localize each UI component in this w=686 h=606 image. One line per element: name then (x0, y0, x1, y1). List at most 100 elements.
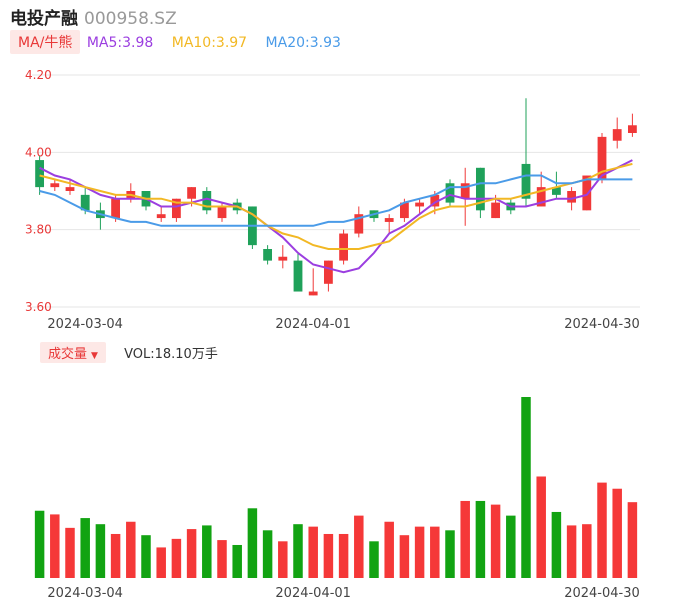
candle-body (308, 291, 318, 296)
volume-bar (293, 524, 303, 578)
candle-body (65, 187, 75, 191)
volume-bar (551, 511, 562, 578)
volume-bar (126, 521, 136, 578)
volume-bar (566, 525, 577, 578)
candle-body (399, 202, 409, 219)
ma5-line (39, 159, 633, 274)
volume-bar (110, 533, 121, 578)
candle-body (263, 249, 273, 261)
candle-body (156, 214, 166, 219)
y-tick-label: 4.00 (25, 145, 52, 159)
candle-body (278, 256, 288, 261)
candle-body (111, 198, 121, 219)
volume-bar (95, 524, 106, 578)
candle-body (323, 260, 333, 284)
volume-bar (171, 538, 182, 578)
candle-body (354, 214, 364, 234)
volume-bar (460, 500, 470, 578)
volume-bar (430, 526, 440, 578)
volume-bar (506, 515, 516, 578)
candle-body (445, 183, 455, 203)
ma-legend: MA/牛熊 MA5:3.98 MA10:3.97 MA20:3.93 (10, 30, 355, 54)
volume-bars (34, 397, 638, 578)
volume-bar (597, 482, 607, 578)
volume-bar (323, 533, 334, 578)
volume-bar (354, 515, 364, 578)
volume-bar (369, 541, 379, 578)
volume-bar (65, 527, 75, 578)
volume-legend: 成交量 ▼ VOL:18.10万手 (40, 342, 218, 363)
stock-code: 000958.SZ (84, 9, 177, 29)
ma20-label: MA20:3.93 (265, 35, 341, 51)
volume-bar (80, 518, 90, 578)
volume-bar (50, 514, 60, 578)
volume-bar (232, 544, 242, 578)
x-tick-label: 2024-04-01 (275, 317, 351, 332)
volume-date-axis: 2024-03-04 2024-04-01 2024-04-30 (47, 586, 639, 601)
volume-bar (475, 500, 486, 578)
volume-bar (414, 526, 425, 578)
volume-bar (217, 540, 227, 578)
candle-body (384, 218, 394, 222)
volume-bar (262, 530, 273, 578)
candle-body (551, 187, 561, 195)
candle-body (627, 125, 637, 133)
stock-name: 电投产融 (10, 9, 78, 29)
ma10-line (39, 162, 633, 250)
ma-toggle-button[interactable]: MA/牛熊 (10, 30, 81, 54)
candle-body (339, 233, 349, 261)
volume-bar (156, 547, 166, 578)
volume-indicator-dropdown[interactable]: 成交量 ▼ (40, 342, 106, 363)
x-tick-label: 2024-03-04 (47, 586, 123, 601)
candle-body (202, 191, 212, 211)
volume-bar (612, 488, 622, 578)
candle-body (171, 198, 181, 219)
volume-bar (384, 521, 394, 578)
volume-bar (490, 504, 501, 578)
volume-bar (186, 529, 197, 578)
y-tick-label: 3.80 (25, 223, 52, 237)
volume-bar (536, 476, 546, 578)
candle-body (491, 202, 501, 219)
candle-body (521, 163, 531, 199)
candle-body (35, 160, 45, 188)
candle-body (460, 183, 470, 199)
candle-body (187, 187, 197, 199)
volume-bar (582, 524, 592, 578)
candle-body (293, 260, 303, 292)
candle-body (430, 194, 440, 207)
candle-body (217, 206, 227, 219)
volume-bar (445, 530, 455, 578)
volume-value: VOL:18.10万手 (124, 347, 218, 362)
candle-body (582, 175, 592, 211)
ma20-line (39, 174, 633, 227)
candle-body (475, 167, 485, 211)
candle-body (80, 194, 90, 211)
volume-indicator-label: 成交量 (48, 347, 88, 362)
caret-down-icon: ▼ (91, 351, 98, 361)
y-tick-label: 3.60 (25, 300, 52, 314)
volume-bar (247, 508, 258, 578)
price-axis-labels: 4.20 4.00 3.80 3.60 (25, 68, 52, 314)
candlesticks (35, 98, 637, 296)
volume-bar (627, 502, 638, 578)
candle-body (612, 129, 622, 141)
stock-header: 电投产融 000958.SZ (10, 4, 177, 29)
candle-body (567, 191, 577, 203)
price-grid (32, 74, 640, 308)
ma5-label: MA5:3.98 (86, 35, 154, 51)
volume-bar (141, 535, 151, 578)
volume-bar (521, 397, 531, 578)
x-tick-label: 2024-04-01 (275, 586, 351, 601)
candle-body (597, 136, 607, 180)
x-tick-label: 2024-04-30 (564, 586, 640, 601)
x-tick-label: 2024-03-04 (47, 317, 123, 332)
volume-bar (338, 533, 349, 578)
candle-body (415, 202, 425, 207)
volume-bar (202, 525, 212, 578)
ma-lines (39, 159, 633, 274)
x-tick-label: 2024-04-30 (564, 317, 640, 332)
volume-bar (278, 541, 288, 578)
ma10-label: MA10:3.97 (171, 35, 248, 51)
